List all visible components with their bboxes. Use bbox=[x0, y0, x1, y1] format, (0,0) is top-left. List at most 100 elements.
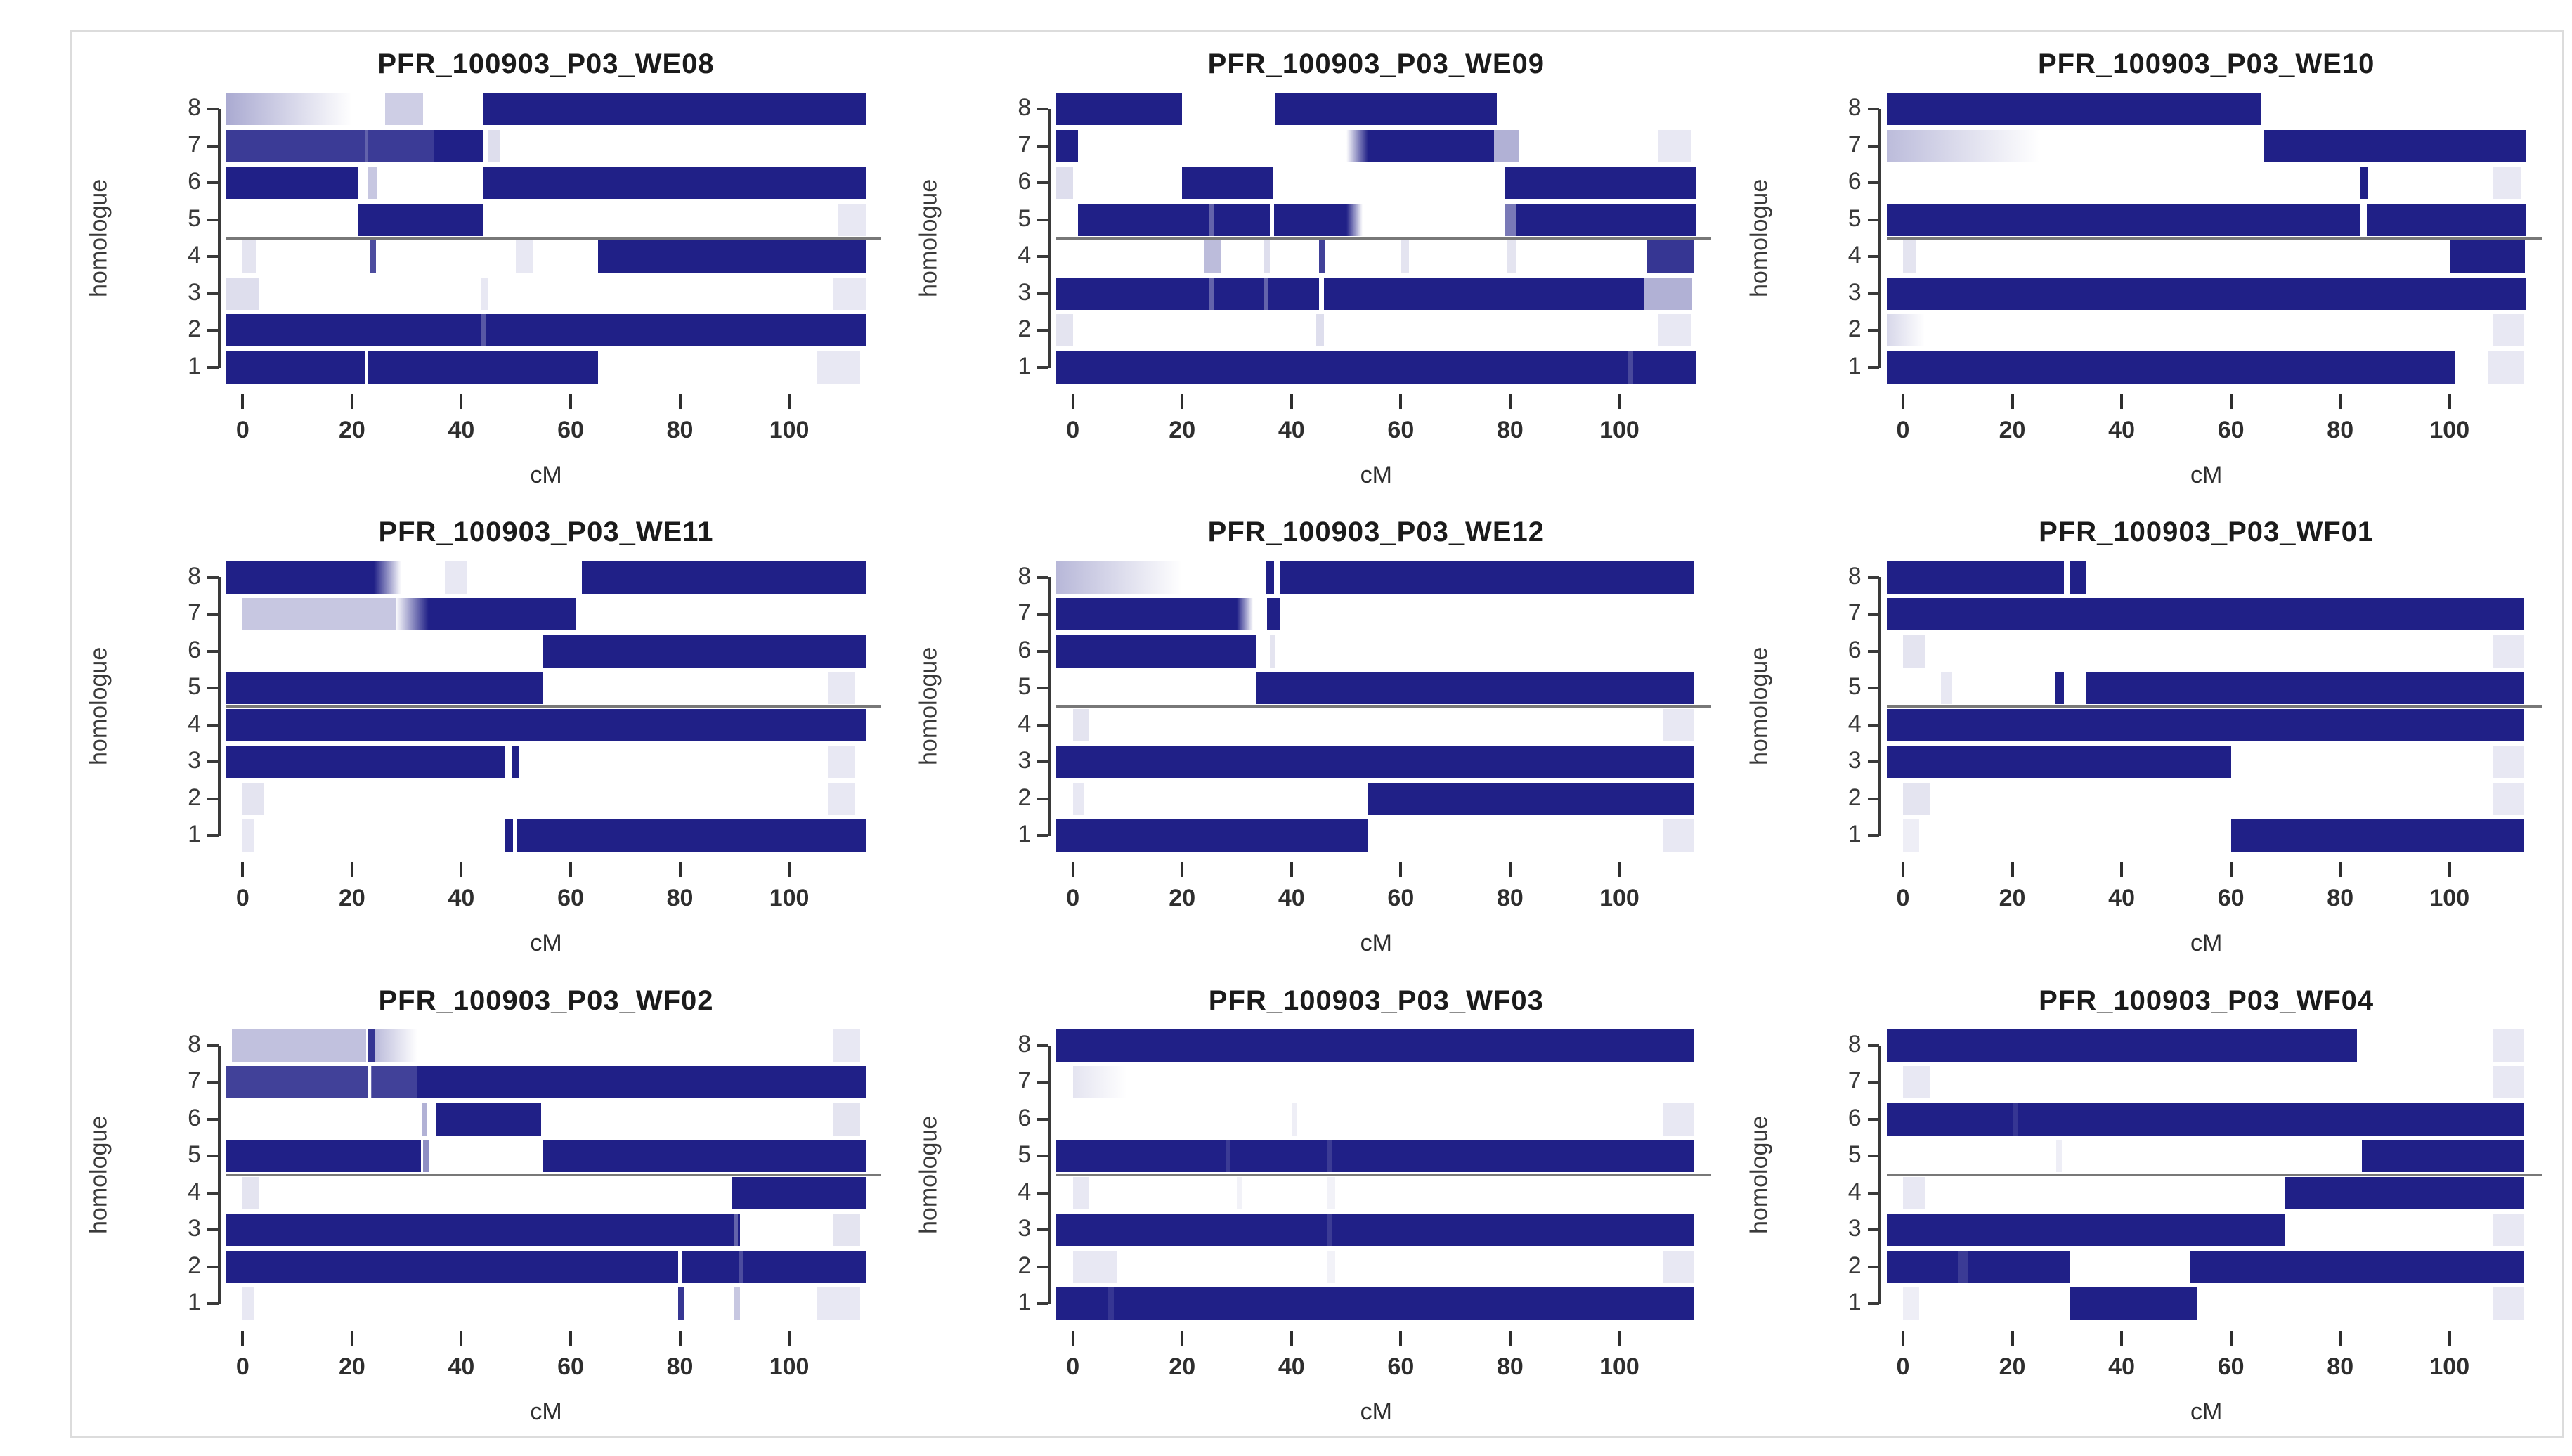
homologue-row-7 bbox=[226, 598, 866, 631]
y-tick bbox=[1867, 760, 1879, 764]
bar-segment bbox=[226, 351, 365, 384]
bar-segment bbox=[1902, 240, 1917, 273]
bar-segment bbox=[226, 93, 352, 126]
x-tick-label: 80 bbox=[666, 417, 694, 443]
y-tick-label: 5 bbox=[1018, 673, 1032, 701]
bar-segment bbox=[1886, 1029, 2357, 1062]
bar-segment bbox=[1902, 1066, 1930, 1099]
x-tick bbox=[2120, 394, 2124, 409]
homologue-row-3 bbox=[226, 1214, 866, 1247]
x-tick bbox=[1508, 394, 1512, 409]
x-tick-label: 60 bbox=[1387, 417, 1415, 443]
bar-segment bbox=[1346, 129, 1368, 162]
bar-segment bbox=[1108, 1287, 1114, 1320]
x-tick-label: 40 bbox=[2108, 417, 2135, 443]
bar-segment bbox=[1507, 240, 1516, 273]
bar-segment bbox=[423, 1140, 429, 1173]
bar-segment bbox=[1056, 1214, 1694, 1247]
y-tick-label: 5 bbox=[1847, 1141, 1862, 1169]
y-tick bbox=[1037, 723, 1049, 727]
bar-segment bbox=[1401, 240, 1409, 273]
y-tick bbox=[207, 834, 219, 838]
y-tick bbox=[207, 797, 219, 800]
y-tick bbox=[1867, 292, 1879, 295]
bar-segment bbox=[1072, 1176, 1089, 1209]
x-tick bbox=[678, 394, 682, 409]
panel-PFR_100903_P03_WF04: PFR_100903_P03_WF04 homologue 8 7 6 5 4 3 2 1 0 20 4… bbox=[1732, 968, 2562, 1436]
bar-segment bbox=[1886, 129, 2040, 162]
panel-PFR_100903_P03_WE10: PFR_100903_P03_WE10 homologue 8 7 6 5 4 3 2 1 0 20 4… bbox=[1732, 32, 2562, 500]
y-tick-label: 1 bbox=[1847, 821, 1862, 848]
x-tick-label: 20 bbox=[338, 417, 365, 443]
y-axis-title: homologue bbox=[915, 1115, 942, 1234]
bar-segment bbox=[367, 1029, 375, 1062]
y-tick bbox=[207, 649, 219, 653]
bar-segment bbox=[242, 598, 396, 631]
bar-segment bbox=[1663, 1250, 1694, 1283]
homologue-row-3 bbox=[1886, 1214, 2526, 1247]
y-tick bbox=[207, 144, 219, 148]
y-tick-label: 1 bbox=[1018, 1289, 1032, 1316]
y-tick-label: 8 bbox=[188, 562, 201, 590]
y-tick bbox=[207, 218, 219, 221]
y-tick-label: 6 bbox=[1018, 1104, 1032, 1131]
homologue-row-1 bbox=[1056, 819, 1696, 852]
x-tick bbox=[2120, 1330, 2124, 1346]
bar-segment bbox=[1056, 1287, 1694, 1320]
y-tick bbox=[1867, 144, 1879, 148]
y-tick-label: 6 bbox=[1847, 1104, 1862, 1131]
x-tick bbox=[2011, 862, 2014, 878]
panel-PFR_100903_P03_WF03: PFR_100903_P03_WF03 homologue 8 7 6 5 4 3 2 1 0 20 4… bbox=[902, 968, 1732, 1436]
x-tick-label: 0 bbox=[235, 417, 249, 443]
half-divider-line bbox=[1056, 1173, 1712, 1176]
plot-area: 8 7 6 5 4 3 2 1 bbox=[1018, 91, 1712, 386]
y-tick bbox=[1867, 1191, 1879, 1195]
x-tick-label: 80 bbox=[1496, 885, 1524, 912]
bar-segment bbox=[2086, 672, 2524, 705]
homologue-row-7 bbox=[226, 129, 866, 162]
bar-segment bbox=[2493, 635, 2524, 668]
bar-segment bbox=[581, 561, 866, 594]
bar-segment bbox=[2190, 1250, 2524, 1283]
bar-segment bbox=[242, 819, 254, 852]
x-tick bbox=[2339, 1330, 2342, 1346]
y-tick-label: 5 bbox=[1847, 673, 1862, 701]
bar-segment bbox=[1657, 129, 1691, 162]
y-tick-label: 2 bbox=[1018, 316, 1032, 343]
homologue-row-8 bbox=[1886, 1029, 2526, 1062]
bar-segment bbox=[1941, 672, 1952, 705]
y-tick bbox=[207, 723, 219, 727]
bar-segment bbox=[2449, 240, 2526, 273]
x-tick-label: 60 bbox=[2217, 417, 2245, 443]
x-tick bbox=[2339, 862, 2342, 878]
bar-segment bbox=[1056, 277, 1319, 310]
homologue-row-7 bbox=[1886, 129, 2526, 162]
panel-PFR_100903_P03_WF02: PFR_100903_P03_WF02 homologue 8 7 6 5 4 3 2 1 0 20 4… bbox=[72, 968, 902, 1436]
homologue-row-8 bbox=[1886, 93, 2526, 126]
homologue-row-3 bbox=[226, 746, 866, 779]
bar-segment bbox=[242, 1287, 254, 1320]
y-tick-label: 8 bbox=[1018, 562, 1032, 590]
bar-segment bbox=[226, 746, 505, 779]
bar-segment bbox=[2362, 1140, 2524, 1173]
y-tick-label: 8 bbox=[1847, 1030, 1862, 1058]
homologue-row-1 bbox=[1887, 1287, 2526, 1320]
y-tick-label: 7 bbox=[1847, 599, 1862, 627]
panel-title: PFR_100903_P03_WE11 bbox=[378, 516, 714, 548]
y-tick bbox=[1037, 365, 1049, 369]
x-tick-label: 80 bbox=[2327, 1353, 2354, 1380]
homologue-row-8 bbox=[226, 1029, 866, 1062]
bar-segment bbox=[1056, 1140, 1694, 1173]
y-tick bbox=[1037, 834, 1049, 838]
bar-segment bbox=[739, 1250, 743, 1283]
bar-segment bbox=[1327, 1250, 1335, 1283]
x-tick bbox=[350, 862, 353, 878]
bar-segment bbox=[505, 819, 513, 852]
homologue-row-7 bbox=[226, 1066, 866, 1099]
y-tick-label: 6 bbox=[1018, 636, 1032, 663]
y-axis-title: homologue bbox=[85, 178, 112, 298]
y-tick bbox=[1037, 649, 1049, 653]
bar-segment bbox=[1204, 240, 1221, 273]
x-tick bbox=[1399, 1330, 1403, 1346]
bar-segment bbox=[1256, 672, 1694, 705]
